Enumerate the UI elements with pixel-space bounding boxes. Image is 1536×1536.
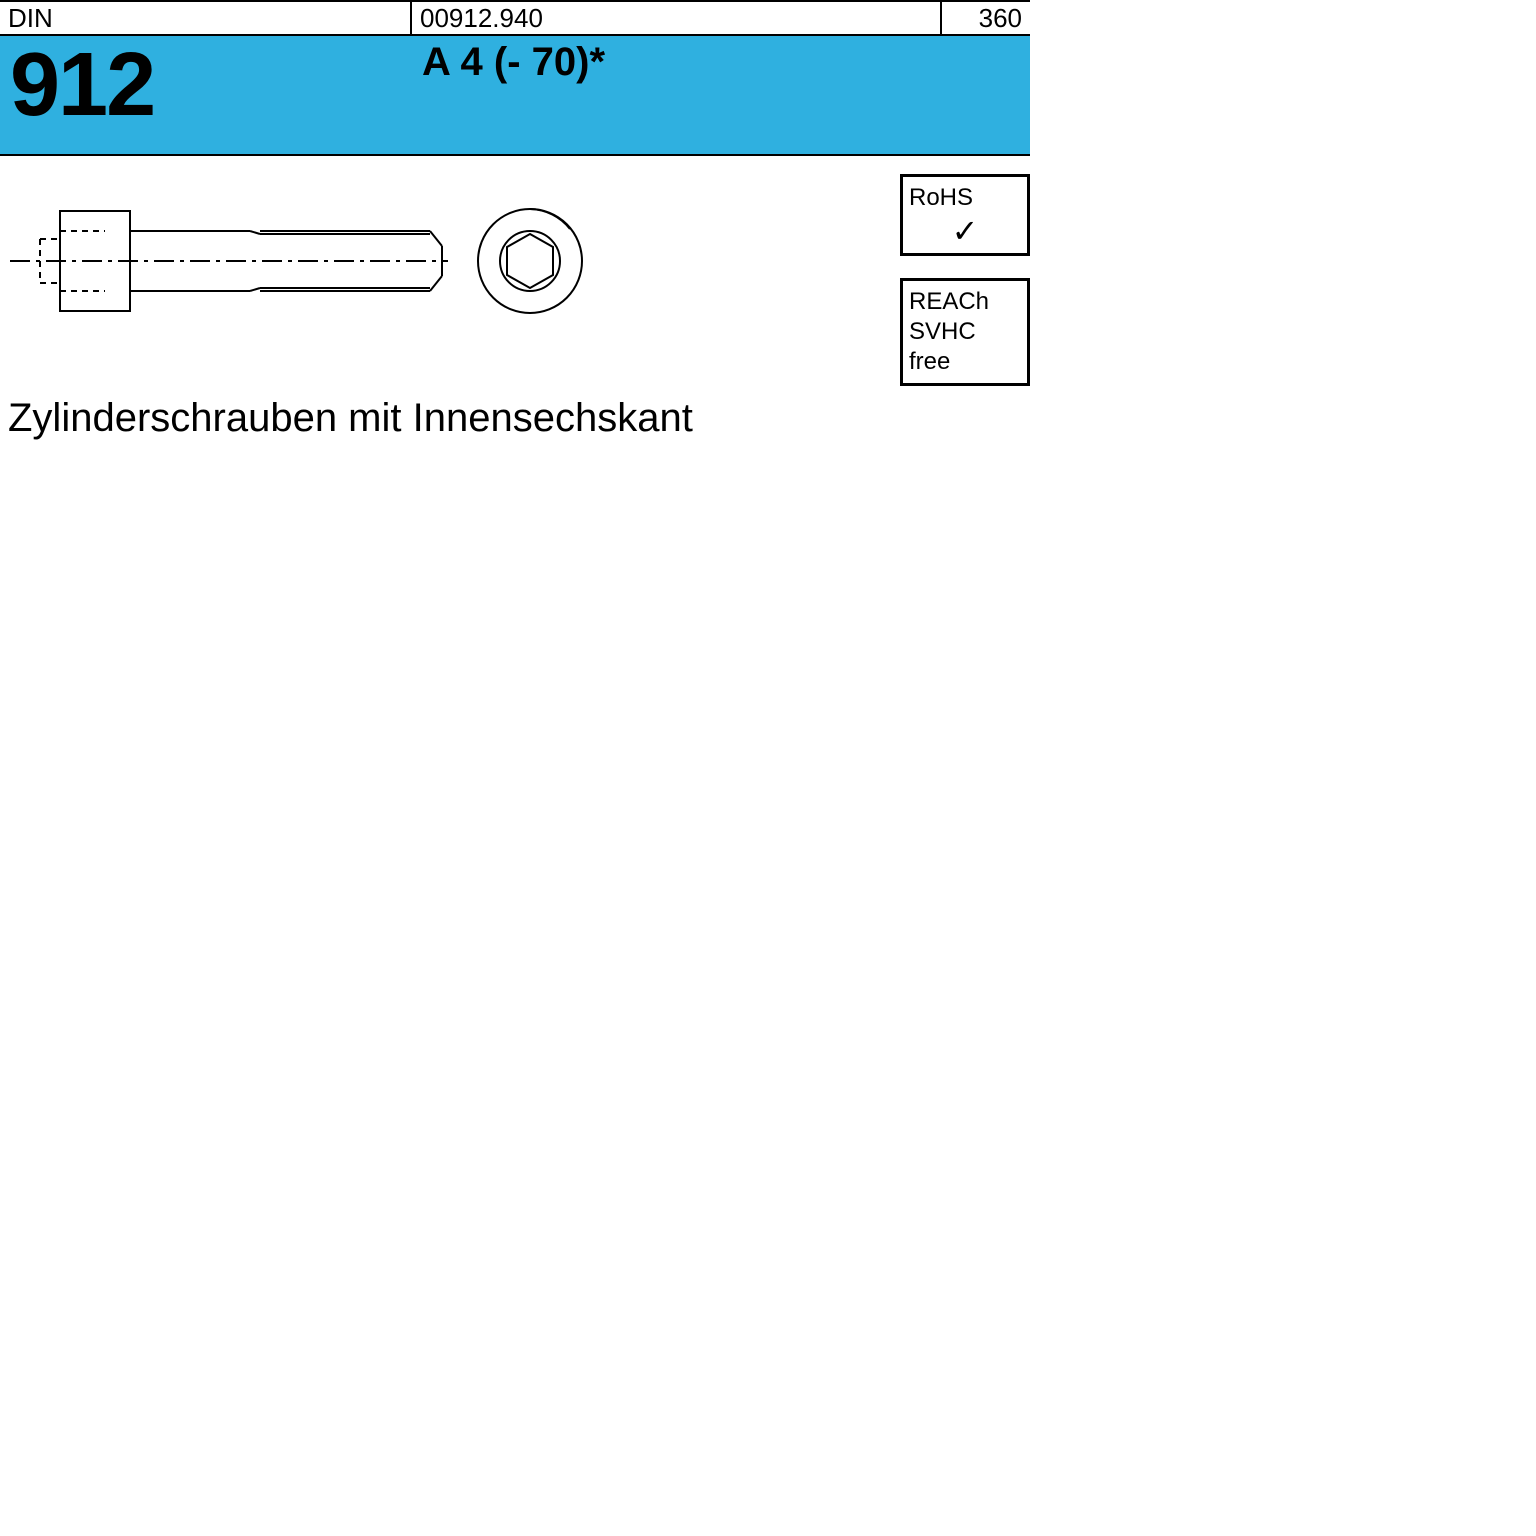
- screw-drawing-icon: [10, 176, 610, 396]
- reach-line2: SVHC: [909, 317, 1021, 347]
- reach-line1: REACh: [909, 287, 1021, 317]
- din-number: 912: [10, 40, 402, 130]
- header-row: DIN 00912.940 360: [0, 0, 1030, 36]
- datasheet: DIN 00912.940 360 912 A 4 (- 70)*: [0, 0, 1030, 496]
- reach-badge: REACh SVHC free: [900, 278, 1030, 386]
- product-description: Zylinderschrauben mit Innensechskant: [0, 396, 693, 441]
- rohs-label: RoHS: [909, 184, 973, 211]
- standard-label: DIN: [0, 2, 412, 34]
- title-row: 912 A 4 (- 70)*: [0, 36, 1030, 156]
- reach-line3: free: [909, 347, 1021, 377]
- drawing-area: RoHS ✓ REACh SVHC free Zylinderschrauben…: [0, 156, 1030, 496]
- page-number: 360: [942, 2, 1030, 34]
- check-icon: ✓: [909, 215, 1021, 247]
- compliance-badges: RoHS ✓ REACh SVHC free: [900, 174, 1030, 408]
- article-code: 00912.940: [412, 2, 942, 34]
- rohs-badge: RoHS ✓: [900, 174, 1030, 256]
- material-grade: A 4 (- 70)*: [422, 40, 1020, 85]
